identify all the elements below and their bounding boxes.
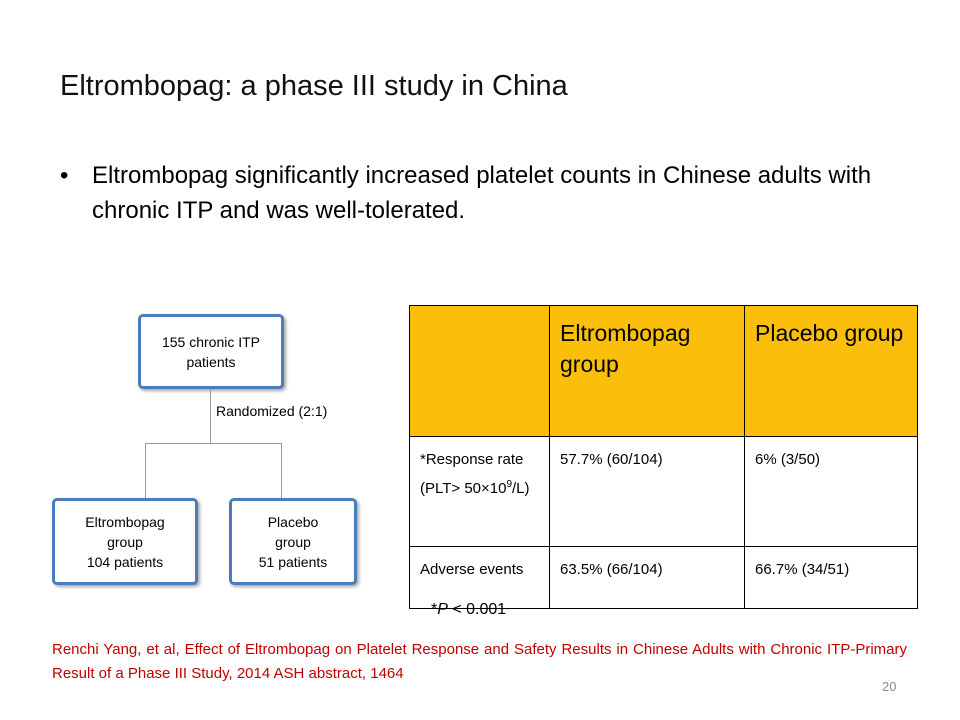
slide-number: 20 (882, 679, 897, 694)
table-header-row: Eltrombopag group Placebo group (409, 305, 918, 437)
label-text: *Response rate (PLT> 50×10 (420, 451, 524, 497)
footnote-p-symbol: P (437, 601, 448, 618)
flow-box-all-patients: 155 chronic ITP patients (138, 314, 284, 389)
randomized-label: Randomized (2:1) (216, 403, 328, 419)
slide-title: Eltrombopag: a phase III study in China (60, 70, 568, 102)
flow-box-line: group (107, 533, 143, 550)
citation: Renchi Yang, et al, Effect of Eltrombopa… (52, 641, 907, 682)
table-header-cell: Eltrombopag group (549, 305, 745, 437)
table-cell: 63.5% (66/104) (549, 546, 745, 609)
flow-box-line: group (275, 533, 311, 550)
footnote-value: < 0.001 (447, 601, 507, 618)
flow-box-line: 155 chronic ITP (161, 333, 261, 350)
flow-box-line: Placebo (267, 513, 319, 530)
table-header-cell (409, 305, 550, 437)
connector-horizontal (145, 443, 282, 444)
table-cell: 6% (3/50) (744, 436, 918, 547)
label-text: /L) (512, 480, 530, 497)
flow-box-eltrombopag-group: Eltrombopag group 104 patients (52, 498, 198, 585)
flow-box-line: patients (186, 353, 236, 370)
footnote-prefix: * (431, 601, 438, 618)
connector-vertical (210, 389, 211, 444)
table-row: *Response rate (PLT> 50×109/L) 57.7% (60… (409, 436, 918, 547)
table-cell: 66.7% (34/51) (744, 546, 918, 609)
flow-box-line: Eltrombopag (85, 513, 165, 530)
connector-left (145, 443, 146, 498)
table-row-label: *Response rate (PLT> 50×109/L) (409, 436, 550, 547)
table-header-cell: Placebo group (744, 305, 918, 437)
label-superscript: 9 (506, 479, 513, 490)
p-value-footnote: *P < 0.001 (431, 601, 506, 619)
flow-box-line: 51 patients (258, 553, 328, 570)
table-row: Adverse events 63.5% (66/104) 66.7% (34/… (409, 546, 918, 609)
flow-box-line: 104 patients (86, 553, 164, 570)
results-table: Eltrombopag group Placebo group *Respons… (409, 305, 918, 609)
bullet-text: Eltrombopag significantly increased plat… (92, 162, 872, 224)
table-row-label: Adverse events (409, 546, 550, 609)
bullet-marker: • (60, 162, 69, 189)
connector-right (281, 443, 282, 498)
table-cell: 57.7% (60/104) (549, 436, 745, 547)
flow-box-placebo-group: Placebo group 51 patients (229, 498, 357, 585)
